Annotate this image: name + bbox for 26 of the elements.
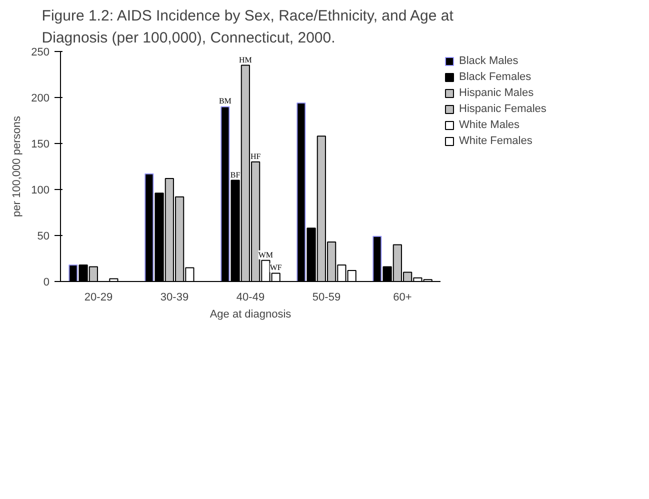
annotation: WM [258,250,274,260]
y-tick-label: 100 [31,184,50,196]
legend-label: Black Females [459,71,532,83]
legend-label: White Males [459,119,520,131]
x-tick-label: 20-29 [84,292,113,304]
y-axis-title: per 100,000 persons [11,116,24,217]
annotation: HF [250,152,262,161]
legend-label: Black Males [459,55,518,67]
x-tick-label: 40-49 [236,292,265,304]
annotation: HM [238,55,252,64]
legend-label: Hispanic Males [459,87,534,99]
y-tick-label: 250 [31,46,50,58]
y-tick-label: 150 [31,138,50,150]
annotation: BF [230,170,241,180]
y-tick-label: 50 [37,230,50,242]
x-axis-title: Age at diagnosis [210,308,292,320]
y-tick-label: 0 [43,276,50,288]
x-tick-label: 30-39 [160,292,189,304]
chart-title: Figure 1.2: AIDS Incidence by Sex, Race/Ethnicity, and Age at Diagnosis (per 100,000), Connecticut, 2000. [42,7,454,46]
legend-label: Hispanic Females [459,103,546,115]
annotation: WF [270,263,282,272]
x-tick-label: 60+ [393,292,412,304]
x-tick-label: 50-59 [312,292,341,304]
annotation: BM [218,96,232,106]
legend-label: White Females [459,135,532,147]
y-tick-label: 200 [31,92,50,104]
